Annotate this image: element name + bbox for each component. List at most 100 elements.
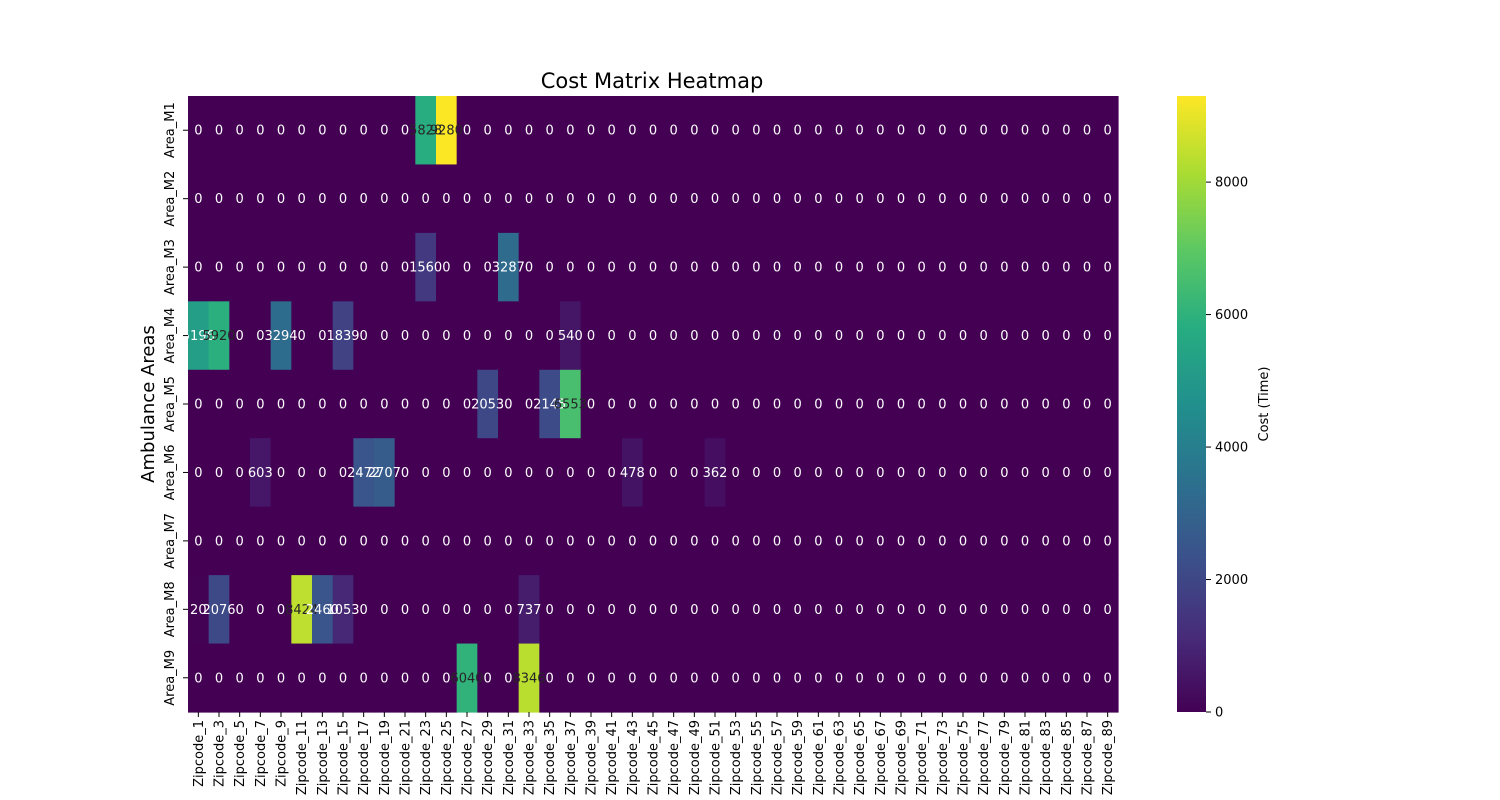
heatmap-cell (353, 438, 375, 508)
heatmap-cell (684, 575, 706, 645)
y-tick-label: Area_M4 (163, 308, 178, 364)
heatmap-cell (766, 438, 788, 508)
cell-value-label: 0 (1083, 261, 1091, 276)
cell-value-label: 0 (1104, 398, 1112, 413)
cell-value-label: 1053 (326, 603, 359, 618)
cell-value-label: 0 (277, 603, 285, 618)
heatmap-cell (415, 643, 437, 713)
heatmap-cell (622, 506, 644, 576)
cell-value-label: 0 (256, 603, 264, 618)
heatmap-cell (663, 164, 685, 234)
cell-value-label: 0 (318, 329, 326, 344)
cell-value-label: 6553 (554, 398, 587, 413)
cell-value-label: 0 (649, 398, 657, 413)
heatmap-cell (663, 369, 685, 439)
heatmap-cell (394, 369, 416, 439)
cell-value-label: 0 (732, 124, 740, 139)
heatmap-cell (787, 164, 809, 234)
cell-value-label: 0 (256, 329, 264, 344)
heatmap-cell (622, 369, 644, 439)
cell-value-label: 0 (897, 329, 905, 344)
heatmap-cell (208, 506, 230, 576)
cell-value-label: 0 (980, 329, 988, 344)
cell-value-label: 0 (876, 329, 884, 344)
cell-value-label: 0 (1000, 671, 1008, 686)
heatmap-cell (188, 232, 210, 302)
cell-value-label: 0 (422, 603, 430, 618)
heatmap-cell (1035, 438, 1057, 508)
cell-value-label: 0 (463, 261, 471, 276)
heatmap-cell (952, 369, 974, 439)
cell-value-label: 0 (980, 192, 988, 207)
cell-value-label: 0 (794, 124, 802, 139)
heatmap-cell (932, 575, 954, 645)
cell-value-label: 0 (876, 466, 884, 481)
heatmap-cell (518, 438, 540, 508)
cell-value-label: 0 (835, 466, 843, 481)
cell-value-label: 0 (938, 192, 946, 207)
cell-value-label: 0 (484, 124, 492, 139)
heatmap-cell (250, 369, 272, 439)
cell-value-label: 6040 (450, 671, 483, 686)
heatmap-cell (353, 369, 375, 439)
heatmap-cell (932, 369, 954, 439)
heatmap-cell (746, 369, 768, 439)
heatmap-cell (994, 369, 1016, 439)
heatmap-cell (642, 164, 664, 234)
cell-value-label: 0 (587, 534, 595, 549)
cell-value-label: 0 (670, 398, 678, 413)
heatmap-cell (642, 232, 664, 302)
heatmap-cell (291, 232, 313, 302)
cell-value-label: 0 (835, 671, 843, 686)
heatmap-cell (849, 164, 871, 234)
cell-value-label: 0 (670, 261, 678, 276)
heatmap-cell (952, 438, 974, 508)
heatmap-cell (312, 643, 334, 713)
heatmap-cell (312, 96, 334, 166)
cell-value-label: 0 (918, 124, 926, 139)
cell-value-label: 1560 (409, 261, 442, 276)
x-tick-label: Zipcode_1 (192, 720, 207, 787)
heatmap-cell (456, 301, 478, 371)
heatmap-cell (560, 575, 582, 645)
cell-value-label: 0 (773, 329, 781, 344)
heatmap-cell (1035, 301, 1057, 371)
heatmap-cell (1056, 506, 1078, 576)
heatmap-cell (539, 438, 561, 508)
heatmap-cell (312, 575, 334, 645)
heatmap-cell (415, 506, 437, 576)
cell-value-label: 0 (236, 124, 244, 139)
heatmap-cell (477, 232, 499, 302)
heatmap-cell (208, 96, 230, 166)
x-tick-label: Zipcode_27 (461, 720, 476, 795)
cell-value-label: 0 (876, 603, 884, 618)
cell-value-label: 0 (318, 192, 326, 207)
heatmap-cell (704, 164, 726, 234)
cell-value-label: 0 (649, 329, 657, 344)
cell-value-label: 0 (732, 192, 740, 207)
cell-value-label: 0 (608, 603, 616, 618)
heatmap-cell (250, 506, 272, 576)
cell-value-label: 0 (773, 124, 781, 139)
heatmap-cell (560, 301, 582, 371)
heatmap-cell (188, 164, 210, 234)
heatmap-cell (394, 232, 416, 302)
heatmap-cell (477, 438, 499, 508)
heatmap-cell (1035, 96, 1057, 166)
cell-value-label: 0 (215, 192, 223, 207)
cell-value-label: 0 (401, 329, 409, 344)
cell-value-label: 0 (380, 603, 388, 618)
x-tick-label: Zipcode_73 (936, 720, 951, 795)
heatmap-cell (560, 232, 582, 302)
cell-value-label: 0 (546, 261, 554, 276)
cell-value-label: 0 (711, 192, 719, 207)
cell-value-label: 0 (897, 124, 905, 139)
cell-value-label: 0 (236, 398, 244, 413)
heatmap-cell (870, 369, 892, 439)
heatmap-cell (828, 301, 850, 371)
heatmap-cell (477, 301, 499, 371)
heatmap-cell (456, 506, 478, 576)
heatmap-cell (1035, 232, 1057, 302)
cell-value-label: 0 (339, 398, 347, 413)
heatmap-cell (849, 575, 871, 645)
